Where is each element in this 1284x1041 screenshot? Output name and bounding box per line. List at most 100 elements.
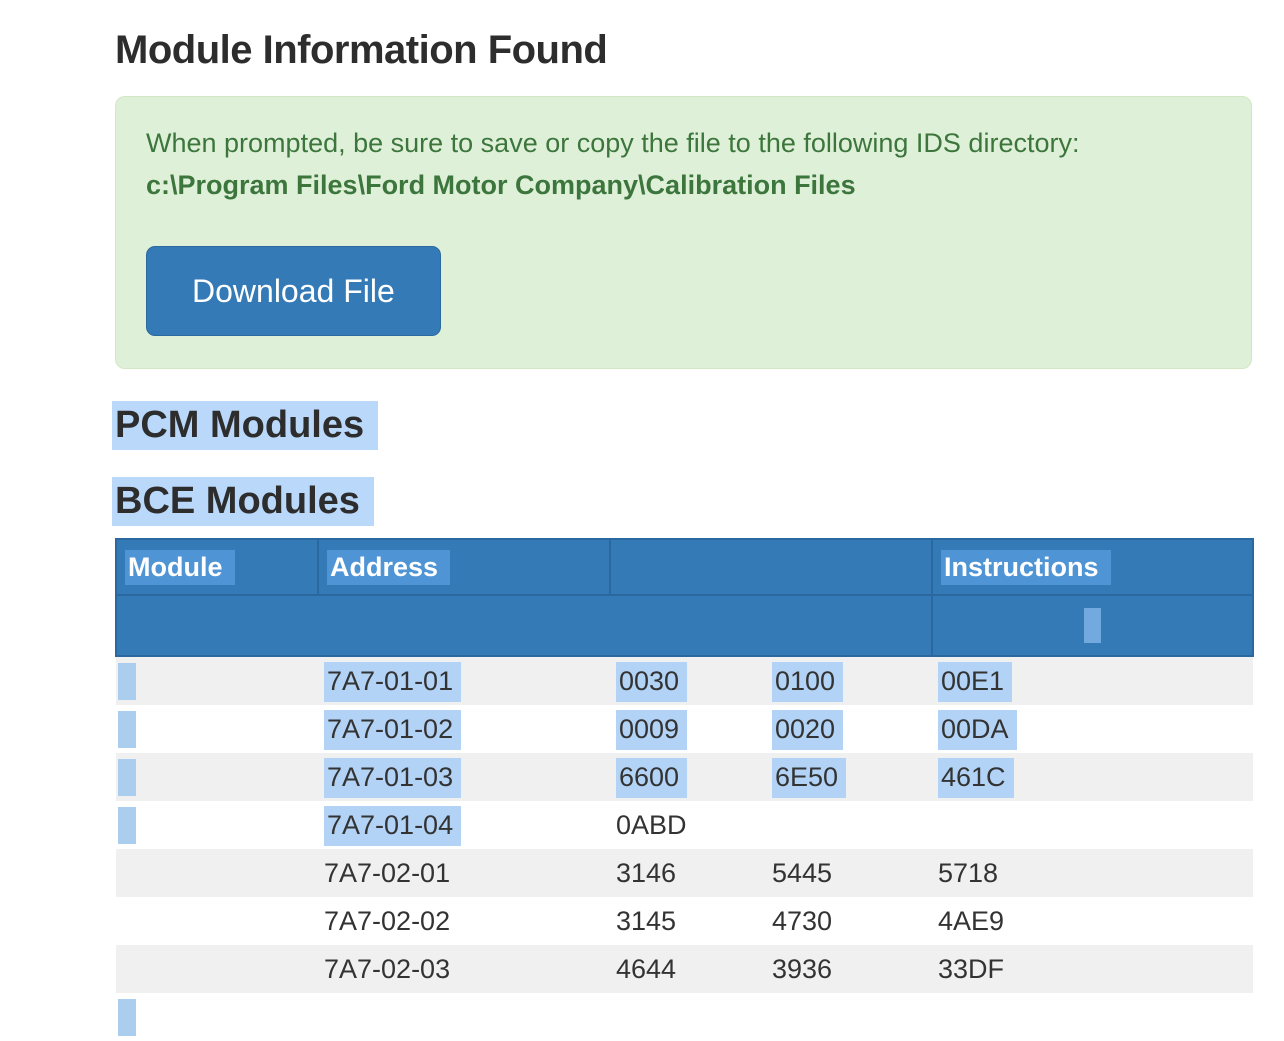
cell-text: 00DA: [938, 709, 1017, 750]
module-table-body: 7A7-01-01 0030 0100 00E1 7A7-01-02 0009 0020 00…: [116, 655, 1253, 1041]
cell-text: 7A7-01-03: [324, 757, 462, 798]
instructions-cell: 00E1: [932, 655, 1253, 706]
instructions-cell: [932, 993, 1253, 1041]
value-cell: [766, 801, 932, 850]
bce-modules-table: Module Address Instructions 7A7-01-01 003…: [115, 538, 1254, 1041]
module-cell: [116, 801, 318, 850]
cell-text: 4644: [616, 953, 677, 984]
column-header-module: Module: [115, 538, 319, 597]
subheader-blank-cell: [115, 594, 933, 658]
table-row: 7A7-01-02 0009 0020 00DA: [116, 705, 1253, 754]
value-cell: 6600: [610, 753, 766, 802]
table-row: 7A7-02-01 3146 5445 5718: [116, 849, 1253, 898]
value-cell: 3145: [610, 897, 766, 946]
cell-text: 4730: [772, 905, 833, 936]
cell-text: 0ABD: [616, 809, 687, 840]
cell-text: 00E1: [938, 661, 1013, 702]
address-cell: 7A7-01-01: [318, 655, 610, 706]
ids-directory-path: c:\Program Files\Ford Motor Company\Cali…: [146, 170, 856, 201]
cell-text: 3936: [772, 953, 833, 984]
value-cell: [610, 993, 766, 1041]
instructions-cell: 33DF: [932, 945, 1253, 994]
cell-text: 7A7-01-01: [324, 661, 462, 702]
cell-text: 7A7-02-02: [324, 905, 451, 936]
cell-text: 5718: [938, 857, 999, 888]
cell-text: 7A7-01-02: [324, 709, 462, 750]
table-header: Module Address Instructions: [115, 538, 1254, 658]
column-header-instructions: Instructions: [931, 538, 1254, 597]
table-row: 7A7-01-01 0030 0100 00E1: [116, 655, 1253, 706]
module-cell: [116, 655, 318, 706]
value-cell: 0009: [610, 705, 766, 754]
alert-instruction-text: When prompted, be sure to save or copy t…: [146, 128, 1080, 158]
cell-text: 6E50: [772, 757, 847, 798]
value-cell: 5445: [766, 849, 932, 898]
address-cell: 7A7-01-02: [318, 705, 610, 754]
address-cell: 7A7-01-03: [318, 753, 610, 802]
address-cell: 7A7-01-04: [318, 801, 610, 850]
cell-text: 0030: [616, 661, 688, 702]
value-cell: 3146: [610, 849, 766, 898]
table-subheader-row: [115, 594, 1254, 658]
module-cell: [116, 849, 318, 898]
value-cell: 0030: [610, 655, 766, 706]
table-row: 7A7-02-02 3145 4730 4AE9: [116, 897, 1253, 946]
page-content: Module Information Found When prompted, …: [112, 0, 1254, 1041]
pcm-heading-selected-text: PCM Modules: [112, 401, 379, 451]
pcm-modules-heading: PCM Modules: [112, 401, 1252, 451]
cell-text: 461C: [938, 757, 1014, 798]
selection-box: [118, 662, 136, 700]
selection-box: [118, 806, 136, 844]
address-header-selected-text: Address: [327, 549, 451, 585]
module-cell: [116, 945, 318, 994]
bce-modules-heading: BCE Modules: [112, 477, 1252, 527]
table-row: 7A7-01-03 6600 6E50 461C: [116, 753, 1253, 802]
cell-text: 33DF: [938, 953, 1005, 984]
value-cell: [766, 993, 932, 1041]
cell-text: 7A7-02-03: [324, 953, 451, 984]
instructions-cell: [932, 801, 1253, 850]
cell-text: 0009: [616, 709, 688, 750]
value-cell: 6E50: [766, 753, 932, 802]
column-header-address: Address: [317, 538, 611, 597]
instructions-cell: 00DA: [932, 705, 1253, 754]
value-cell: 0020: [766, 705, 932, 754]
bce-heading-selected-text: BCE Modules: [112, 477, 374, 527]
table-row: [116, 993, 1253, 1041]
cell-text: 6600: [616, 757, 688, 798]
module-cell: [116, 753, 318, 802]
module-cell: [116, 993, 318, 1041]
module-header-selected-text: Module: [125, 549, 235, 585]
download-file-button[interactable]: Download File: [146, 245, 441, 337]
cell-text: 0100: [772, 661, 844, 702]
cell-text: 4AE9: [938, 905, 1005, 936]
download-alert-panel: When prompted, be sure to save or copy t…: [115, 96, 1252, 370]
value-cell: 0ABD: [610, 801, 766, 850]
module-cell: [116, 705, 318, 754]
cell-text: 7A7-01-04: [324, 805, 462, 846]
instructions-cell: 461C: [932, 753, 1253, 802]
value-cell: 3936: [766, 945, 932, 994]
cell-text: 7A7-02-01: [324, 857, 451, 888]
selection-box: [1084, 608, 1101, 644]
page-title: Module Information Found: [115, 28, 608, 72]
selection-box: [118, 758, 136, 796]
address-cell: 7A7-02-03: [318, 945, 610, 994]
subheader-instructions-cell: [931, 594, 1254, 658]
table-row: 7A7-01-04 0ABD: [116, 801, 1253, 850]
instructions-cell: 4AE9: [932, 897, 1253, 946]
cell-text: 3146: [616, 857, 677, 888]
address-cell: 7A7-02-02: [318, 897, 610, 946]
cell-text: 5445: [772, 857, 833, 888]
selection-box: [118, 710, 136, 748]
address-cell: [318, 993, 610, 1041]
cell-text: 3145: [616, 905, 677, 936]
instructions-cell: 5718: [932, 849, 1253, 898]
address-cell: 7A7-02-01: [318, 849, 610, 898]
selection-box: [118, 998, 136, 1036]
cell-text: 0020: [772, 709, 844, 750]
value-cell: 4644: [610, 945, 766, 994]
table-row: 7A7-02-03 4644 3936 33DF: [116, 945, 1253, 994]
module-cell: [116, 897, 318, 946]
value-cell: 4730: [766, 897, 932, 946]
